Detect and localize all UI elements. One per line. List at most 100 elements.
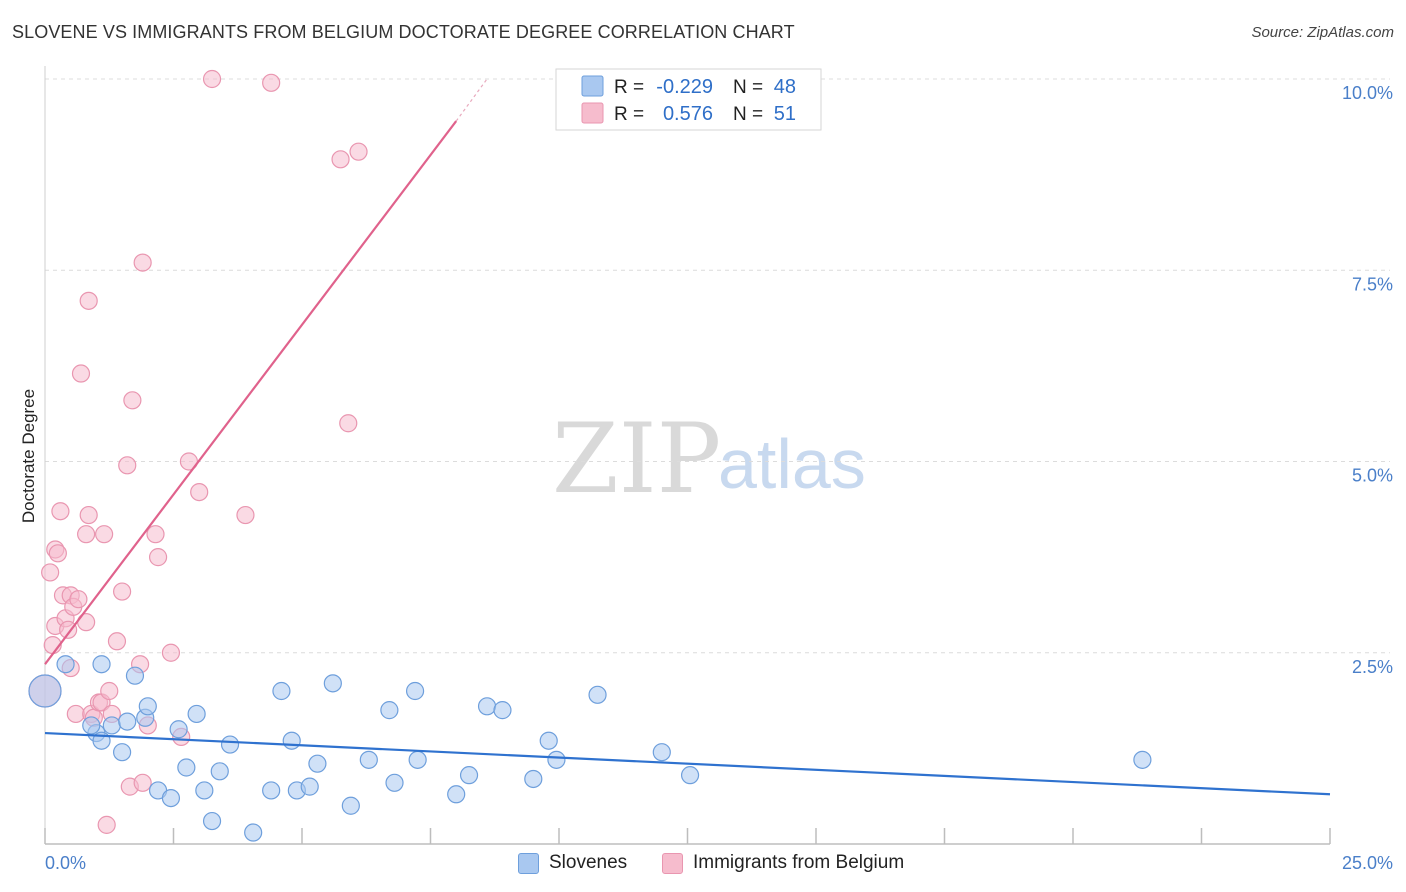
y-tick-label-3: 10.0% <box>1342 83 1393 103</box>
slovenes-point-9 <box>125 666 145 685</box>
legend-n-label-belgium: N = <box>733 104 763 125</box>
slovenes-point-29 <box>341 796 360 815</box>
trend-line-belgium <box>44 120 458 665</box>
belgium-point-37 <box>146 525 165 544</box>
legend-r-label-belgium: R = <box>614 104 644 125</box>
slovenes-point-2 <box>92 655 111 674</box>
slovenes-point-30 <box>359 750 378 769</box>
slovenes-point-1 <box>56 655 75 674</box>
y-tick-label-2: 7.5% <box>1352 274 1393 294</box>
belgium-point-19 <box>79 291 98 310</box>
y-tick-label-1: 5.0% <box>1352 466 1393 486</box>
slovenes-point-33 <box>405 681 425 701</box>
x-tick-label-min: 0.0% <box>45 853 86 873</box>
slovenes-point-37 <box>477 697 497 716</box>
slovenes-point-45 <box>1133 750 1152 769</box>
belgium-point-48 <box>349 142 368 161</box>
trend-lines <box>44 78 1331 796</box>
belgium-point-24 <box>95 525 114 544</box>
slovenes-point-35 <box>447 785 466 804</box>
slovenes-point-4 <box>82 716 101 735</box>
slovenes-point-36 <box>459 766 479 785</box>
slovenes-point-41 <box>547 750 566 769</box>
belgium-point-34 <box>133 773 152 792</box>
slovenes-point-21 <box>244 823 263 842</box>
y-tick-label-0: 2.5% <box>1352 657 1393 677</box>
slovenes-point-20 <box>220 735 240 754</box>
belgium-point-39 <box>161 643 181 662</box>
slovenes-point-18 <box>202 811 222 831</box>
belgium-point-43 <box>202 69 222 89</box>
slovenes-point-26 <box>300 777 319 796</box>
legend-n-value-belgium: 51 <box>774 103 796 125</box>
slovenes-point-43 <box>652 743 671 762</box>
belgium-point-26 <box>100 681 119 701</box>
legend-item-belgium[interactable]: Immigrants from Belgium <box>662 852 904 874</box>
slovenes-point-42 <box>588 685 607 704</box>
belgium-point-44 <box>236 505 255 525</box>
slovenes-point-17 <box>195 781 214 800</box>
slovenes-point-27 <box>308 754 327 773</box>
slovenes-point-31 <box>380 701 399 720</box>
x-tick-label-max: 25.0% <box>1342 853 1393 873</box>
legend-label-belgium: Immigrants from Belgium <box>693 852 905 873</box>
axes <box>44 66 1331 845</box>
chart-source: Source: ZipAtlas.com <box>1251 24 1394 41</box>
belgium-point-47 <box>339 414 358 433</box>
slovenes-point-40 <box>539 731 558 750</box>
belgium-point-28 <box>107 632 127 651</box>
legend-r-label-slovenes: R = <box>614 77 644 98</box>
legend-r-value-belgium: 0.576 <box>663 103 713 125</box>
legend-swatch-slovenes <box>581 75 604 97</box>
watermark-zip: ZIP <box>552 403 721 515</box>
y-tick-labels: 2.5% 5.0% 7.5% 10.0% <box>1342 83 1393 677</box>
slovenes-point-34 <box>408 750 427 769</box>
gridlines <box>45 78 1390 654</box>
belgium-point-30 <box>118 456 137 475</box>
slovenes-point-32 <box>385 773 404 792</box>
slovenes-point-38 <box>493 701 512 720</box>
belgium-point-1 <box>41 563 60 582</box>
belgium-point-5 <box>48 544 67 563</box>
belgium-point-32 <box>123 391 142 410</box>
slovenes-point-11 <box>138 697 157 716</box>
trend-line-belgium-extension <box>455 78 488 122</box>
slovenes-point-8 <box>118 712 137 731</box>
legend-n-value-slovenes: 48 <box>774 76 796 98</box>
slovenes-point-39 <box>524 769 543 789</box>
slovenes-point-7 <box>112 743 132 762</box>
legend-swatch-slovenes-bottom <box>518 852 539 874</box>
series-legend: Slovenes Immigrants from Belgium <box>0 850 1406 880</box>
x-tick-labels: 0.0% 25.0% <box>45 853 1393 873</box>
watermark-atlas: atlas <box>718 425 866 503</box>
slovenes-point-6 <box>102 716 121 735</box>
y-axis-label: Doctorate Degree <box>19 389 38 523</box>
legend-r-value-slovenes: -0.229 <box>656 76 713 98</box>
stats-legend: R = -0.229 N = 48 R = 0.576 N = 51 <box>555 68 822 131</box>
slovenes-point-16 <box>187 704 206 724</box>
slovenes-point-14 <box>169 720 188 739</box>
trend-line-slovenes <box>44 731 1331 796</box>
slovenes-point-19 <box>210 762 229 781</box>
chart-title: SLOVENE VS IMMIGRANTS FROM BELGIUM DOCTO… <box>12 22 795 42</box>
slovenes-point-0 <box>28 674 62 708</box>
legend-n-label-slovenes: N = <box>733 77 763 98</box>
watermark: ZIP atlas <box>552 403 866 515</box>
belgium-point-46 <box>331 150 350 169</box>
belgium-point-18 <box>79 505 98 525</box>
belgium-point-6 <box>51 502 70 521</box>
belgium-point-35 <box>133 253 152 272</box>
belgium-point-38 <box>148 548 168 567</box>
slovenes-point-15 <box>177 758 196 777</box>
belgium-point-25 <box>97 815 116 834</box>
slovenes-point-23 <box>272 681 291 701</box>
belgium-point-45 <box>262 73 281 92</box>
slovenes-point-22 <box>262 781 281 800</box>
slovenes-point-24 <box>282 731 301 750</box>
belgium-point-9 <box>59 620 78 639</box>
belgium-point-14 <box>69 590 88 609</box>
belgium-point-13 <box>66 704 85 724</box>
legend-item-slovenes[interactable]: Slovenes <box>518 852 627 874</box>
legend-swatch-belgium-bottom <box>662 852 683 874</box>
